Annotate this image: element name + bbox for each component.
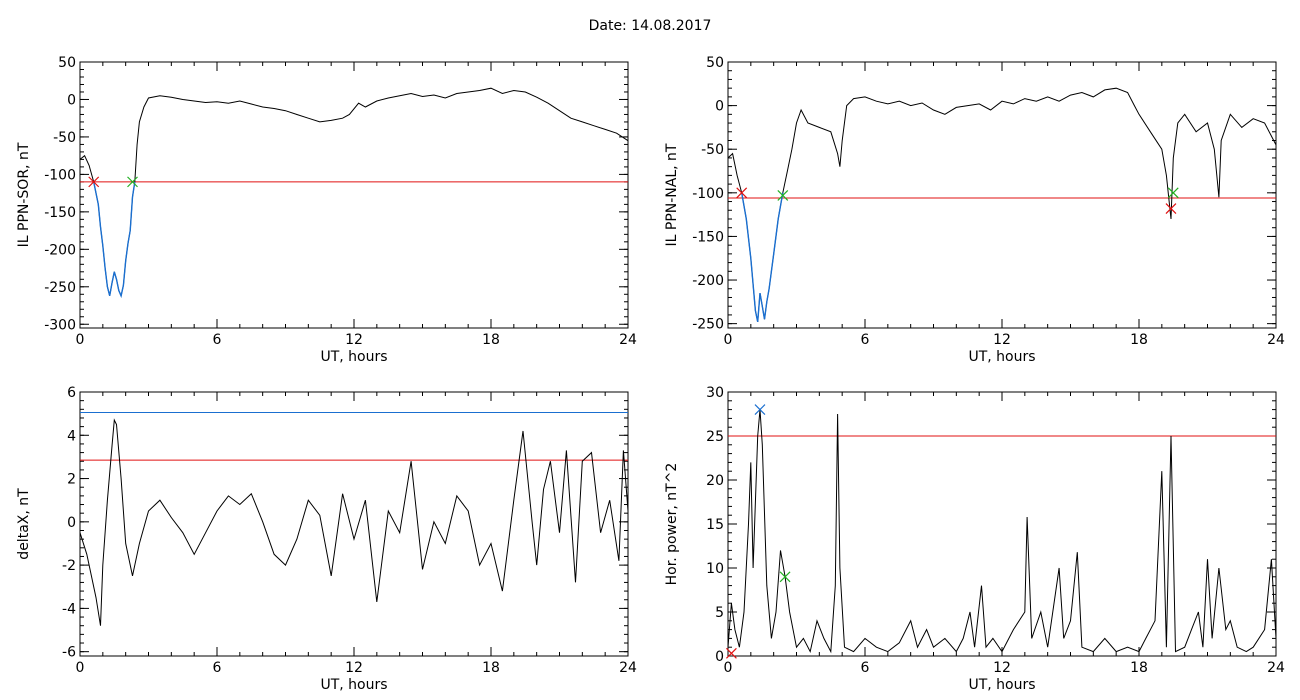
y-tick-label: -2	[62, 558, 76, 574]
series-line	[79, 418, 629, 626]
x-tick-label: 12	[993, 660, 1011, 676]
y-axis-label: deltaX, nT	[16, 488, 32, 560]
y-tick-label: 50	[58, 55, 76, 71]
x-tick-label: 6	[213, 332, 222, 348]
x-tick-label: 6	[213, 660, 222, 676]
y-tick-label: 30	[706, 385, 724, 401]
y-tick-label: -50	[701, 142, 724, 158]
y-tick-label: -100	[692, 186, 724, 202]
event-segment-line	[93, 181, 136, 299]
x-axis-label: UT, hours	[968, 349, 1035, 365]
marker-stroke	[88, 176, 100, 188]
x-tick-label: 18	[482, 660, 500, 676]
y-tick-label: -200	[692, 273, 724, 289]
y-tick-label: -6	[62, 645, 76, 661]
x-tick-label: 18	[482, 332, 500, 348]
y-tick-label: -150	[44, 205, 76, 221]
y-tick-label: 4	[67, 428, 76, 444]
y-tick-label: 6	[67, 385, 76, 401]
x-tick-label: 0	[76, 332, 85, 348]
y-tick-label: 10	[706, 561, 724, 577]
marker-end	[127, 176, 138, 188]
x-tick-label: 12	[993, 332, 1011, 348]
x-tick-label: 0	[724, 332, 733, 348]
x-axis-label: UT, hours	[968, 677, 1035, 693]
panel-ppn-sor: 0 6 12 18 24 50 0 -50 -100 -150 -200 -250 -300 UT, ho…	[16, 55, 637, 365]
marker-peak	[754, 404, 766, 416]
panel-ppn-nal: 0 6 12 18 24 50 0 -50 -100 -150 -200 -250 UT, hours I…	[664, 55, 1285, 365]
y-tick-label: -200	[44, 242, 76, 258]
y-tick-label: 20	[706, 473, 724, 489]
marker-stroke	[779, 571, 791, 583]
series-line	[727, 87, 1277, 322]
y-tick-label: 50	[706, 55, 724, 71]
event-segment-line	[741, 192, 784, 323]
x-tick-label: 24	[619, 660, 637, 676]
marker-stroke	[777, 190, 789, 201]
plot-frame	[727, 61, 1277, 329]
x-tick-label: 12	[345, 660, 363, 676]
y-tick-label: -250	[44, 280, 76, 296]
x-tick-label: 12	[345, 332, 363, 348]
y-tick-label: 5	[715, 605, 724, 621]
y-tick-label: -50	[53, 130, 76, 146]
marker-end	[779, 571, 791, 583]
x-tick-label: 18	[1130, 660, 1148, 676]
marker-stroke	[726, 647, 737, 659]
y-tick-label: 2	[67, 472, 76, 488]
y-tick-label: -150	[692, 229, 724, 245]
x-tick-label: 24	[1267, 660, 1285, 676]
x-tick-label: 6	[861, 332, 870, 348]
x-tick-label: 0	[76, 660, 85, 676]
x-tick-label: 6	[861, 660, 870, 676]
y-tick-label: 0	[715, 649, 724, 665]
x-tick-label: 24	[619, 332, 637, 348]
y-tick-label: 0	[67, 92, 76, 108]
y-tick-label: 0	[67, 515, 76, 531]
marker-stroke	[754, 404, 766, 416]
panel-deltax: 0 6 12 18 24 6 4 2 0 -2 -4 -6 UT, hours deltaX, nT	[16, 385, 637, 693]
y-axis-label: IL PPN-NAL, nT	[664, 143, 680, 246]
marker-stroke	[736, 187, 748, 199]
plot-frame	[727, 391, 1277, 657]
marker-end	[777, 190, 789, 201]
series-line	[727, 409, 1277, 654]
y-axis-label: IL PPN-SOR, nT	[16, 142, 32, 247]
figure-title: Date: 14.08.2017	[588, 18, 712, 34]
y-tick-label: 0	[715, 99, 724, 115]
marker-start	[726, 647, 737, 659]
series-line	[79, 87, 629, 298]
marker-stroke	[1165, 203, 1177, 214]
y-tick-label: -250	[692, 317, 724, 333]
plot-frame	[79, 391, 629, 657]
marker-start	[736, 187, 748, 199]
y-tick-label: -100	[44, 167, 76, 183]
marker-end	[1167, 187, 1179, 199]
marker-start	[1165, 203, 1177, 214]
marker-start	[88, 176, 100, 188]
y-tick-label: -4	[62, 601, 76, 617]
marker-stroke	[1167, 187, 1179, 199]
panel-hor-power: 0 6 12 18 24 30 25 20 15 10 5 0 UT, hours Hor. power,…	[664, 385, 1285, 693]
marker-stroke	[127, 176, 138, 188]
x-tick-label: 0	[724, 660, 733, 676]
x-tick-label: 18	[1130, 332, 1148, 348]
y-tick-label: 15	[706, 517, 724, 533]
y-tick-label: 25	[706, 429, 724, 445]
x-axis-label: UT, hours	[320, 349, 387, 365]
x-tick-label: 24	[1267, 332, 1285, 348]
y-tick-label: -300	[44, 317, 76, 333]
y-axis-label: Hor. power, nT^2	[664, 463, 680, 586]
x-axis-label: UT, hours	[320, 677, 387, 693]
